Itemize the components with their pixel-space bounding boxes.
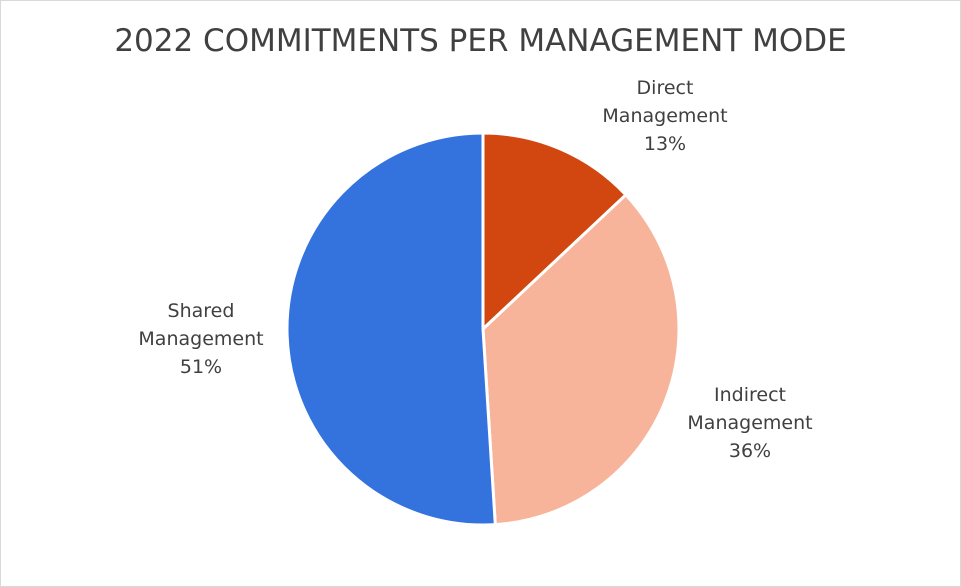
slice-label: Direct Management 13% [590,74,740,158]
value-label: 51% [179,356,223,378]
value-label: 36% [728,440,772,462]
pie-slice [481,192,681,527]
slice-label: Indirect Management 36% [675,381,825,465]
category-label: Indirect Management [687,384,813,434]
pie-slice [285,131,497,527]
chart-title: 2022 COMMITMENTS PER MANAGEMENT MODE [114,23,847,59]
category-label: Shared Management [138,300,264,350]
value-label: 13% [643,133,687,155]
category-label: Direct Management [602,77,728,127]
slice-label: Shared Management 51% [126,297,276,381]
pie-slice [481,131,628,333]
